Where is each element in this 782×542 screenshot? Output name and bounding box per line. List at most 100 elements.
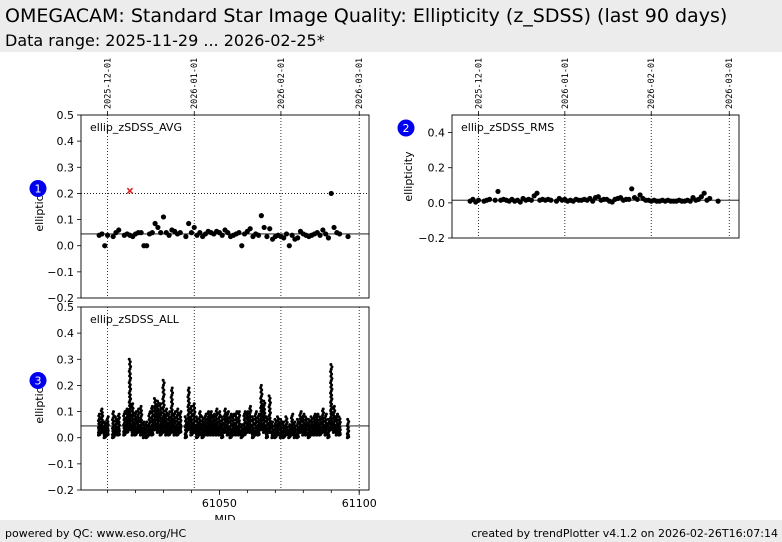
data-point	[303, 415, 307, 419]
y-tick-label: 0.2	[428, 162, 446, 175]
data-point	[194, 415, 198, 419]
data-point	[316, 412, 320, 416]
data-point	[235, 410, 239, 414]
data-point	[125, 407, 129, 411]
data-point	[159, 402, 163, 406]
data-point	[223, 407, 227, 411]
data-point	[200, 415, 204, 419]
data-point	[330, 365, 334, 369]
data-point	[229, 412, 233, 416]
data-point	[293, 420, 297, 424]
date-tick-label: 2026-02-01	[647, 58, 657, 109]
data-point	[102, 420, 106, 424]
date-tick-label: 2026-01-01	[190, 58, 200, 109]
footer-powered-by[interactable]: powered by QC: www.eso.org/HC	[5, 527, 187, 540]
data-point	[337, 415, 341, 419]
data-point	[170, 393, 174, 397]
data-point	[329, 374, 333, 378]
data-point	[487, 196, 493, 202]
data-point	[281, 235, 287, 241]
y-tick-label: 0.4	[428, 127, 446, 140]
data-point	[161, 390, 165, 394]
y-tick-label: 0.1	[57, 214, 75, 227]
badge-circle	[29, 180, 47, 197]
data-point	[128, 362, 132, 366]
data-point	[215, 407, 219, 411]
data-point	[209, 410, 213, 414]
data-point	[326, 417, 330, 421]
data-point	[258, 213, 264, 219]
y-tick-label: 0.4	[57, 327, 75, 340]
data-point	[264, 415, 268, 419]
data-point	[237, 410, 241, 414]
data-point	[548, 197, 554, 203]
data-point	[187, 386, 191, 390]
data-point	[307, 417, 311, 421]
data-point	[517, 199, 523, 205]
data-point	[590, 198, 596, 204]
data-point	[239, 243, 245, 249]
data-point	[117, 412, 121, 416]
data-point	[139, 404, 143, 408]
y-tick-label: 0.1	[57, 406, 75, 419]
data-point	[128, 367, 132, 371]
data-point	[291, 412, 295, 416]
data-point	[267, 394, 271, 398]
data-point	[191, 224, 197, 231]
data-point	[161, 386, 165, 390]
data-point	[475, 197, 482, 203]
data-point	[152, 220, 158, 227]
data-point	[177, 230, 183, 236]
data-point	[247, 226, 253, 232]
data-point	[162, 381, 166, 385]
data-point	[226, 410, 230, 414]
data-point	[138, 230, 144, 236]
date-tick-label: 2025-12-01	[104, 58, 114, 109]
y-tick-label: 0.3	[57, 161, 75, 174]
axes-frame	[80, 114, 370, 299]
data-point	[295, 235, 301, 241]
panel-label: ellip_zSDSS_RMS	[461, 121, 554, 134]
data-point	[715, 198, 721, 204]
data-point	[186, 220, 192, 227]
data-point	[321, 407, 325, 411]
data-point	[162, 393, 166, 397]
data-point	[188, 230, 195, 236]
panel-label: ellip_zSDSS_AVG	[90, 121, 182, 134]
data-point	[332, 404, 336, 408]
data-point	[166, 232, 172, 238]
data-point	[243, 410, 247, 414]
x-tick-label: 61050	[202, 497, 237, 510]
data-point	[110, 233, 116, 240]
panel-number-badge: 1	[29, 180, 47, 197]
data-point	[99, 231, 105, 237]
data-point	[260, 388, 264, 392]
data-point	[100, 407, 104, 411]
data-point	[102, 243, 108, 249]
y-tick-label: 0.2	[57, 379, 75, 392]
data-point	[255, 232, 262, 238]
data-point	[176, 407, 180, 411]
data-point	[329, 363, 333, 367]
data-point	[331, 224, 337, 231]
axes-frame	[451, 114, 740, 239]
data-point	[595, 194, 601, 200]
data-point	[116, 227, 122, 233]
data-point	[169, 395, 173, 399]
data-point	[345, 233, 351, 240]
data-point	[264, 233, 270, 240]
data-point	[634, 196, 640, 202]
y-tick-label: −0.2	[47, 292, 74, 305]
footer-created-by: created by trendPlotter v4.1.2 on 2026-0…	[471, 527, 778, 540]
y-axis-label: ellipticity	[402, 151, 415, 202]
data-point	[127, 357, 131, 361]
data-point	[337, 231, 343, 237]
badge-circle	[29, 372, 47, 389]
data-point	[492, 197, 498, 203]
data-point	[131, 406, 135, 410]
data-point	[170, 388, 174, 392]
data-point	[198, 410, 202, 414]
data-point	[282, 420, 286, 424]
y-tick-label: 0.4	[57, 135, 75, 148]
data-point	[104, 232, 111, 238]
